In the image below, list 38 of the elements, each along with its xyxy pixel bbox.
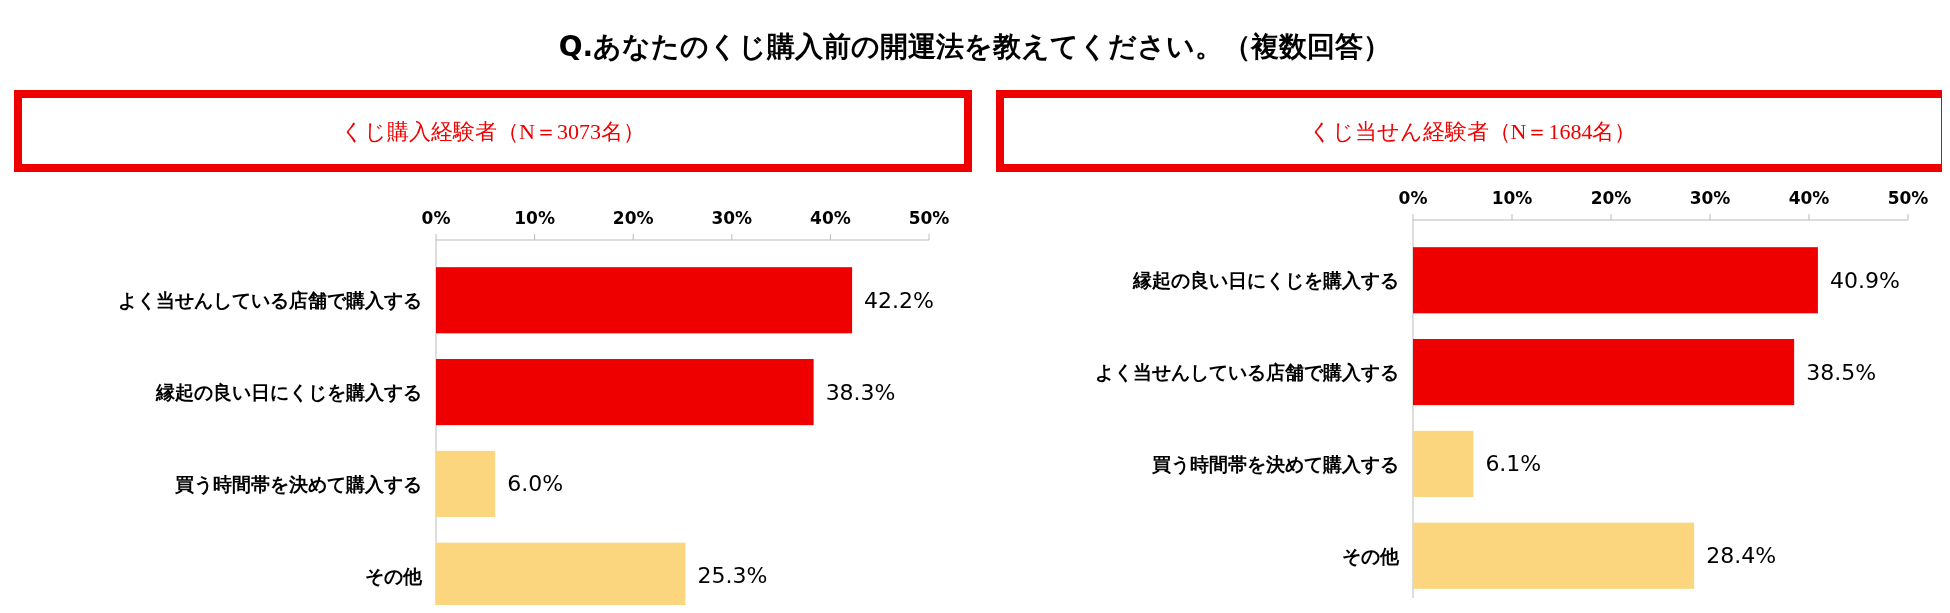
chart-subtitle: くじ購入経験者（N＝3073名） xyxy=(341,118,645,144)
bar xyxy=(436,267,853,334)
data-label: 42.2% xyxy=(864,287,934,313)
bar xyxy=(1413,339,1795,406)
x-tick-label: 50% xyxy=(908,208,950,228)
bar xyxy=(1413,522,1695,589)
chart-title: Q.あなたのくじ購入前の開運法を教えてください。（複数回答） xyxy=(558,30,1392,63)
y-tick-label: その他 xyxy=(1342,544,1400,567)
x-tick-label: 50% xyxy=(1887,188,1929,208)
x-tick-label: 10% xyxy=(1491,188,1533,208)
x-tick-label: 30% xyxy=(711,208,753,228)
x-tick-label: 20% xyxy=(612,208,654,228)
x-tick-label: 0% xyxy=(1398,188,1428,208)
x-tick-label: 30% xyxy=(1689,188,1731,208)
bar xyxy=(1413,247,1818,314)
bar xyxy=(1413,430,1474,497)
y-tick-label: 買う時間帯を決めて購入する xyxy=(1151,452,1399,476)
y-tick-label: その他 xyxy=(365,564,423,587)
x-tick-label: 0% xyxy=(421,208,451,228)
data-label: 38.3% xyxy=(825,379,896,405)
y-tick-label: よく当せんしている店舗で購入する xyxy=(1095,361,1399,384)
x-tick-label: 40% xyxy=(810,208,851,228)
data-label: 6.0% xyxy=(507,471,564,497)
data-label: 6.1% xyxy=(1485,451,1542,477)
y-tick-label: 買う時間帯を決めて購入する xyxy=(174,472,422,496)
y-tick-label: 縁起の良い日にくじを購入する xyxy=(1132,269,1399,292)
x-tick-label: 40% xyxy=(1788,188,1830,208)
data-label: 40.9% xyxy=(1829,267,1900,293)
x-tick-label: 20% xyxy=(1590,188,1632,208)
data-label: 38.5% xyxy=(1806,359,1877,385)
data-label: 25.3% xyxy=(697,563,768,589)
bar xyxy=(436,450,496,517)
y-tick-label: よく当せんしている店舗で購入する xyxy=(118,289,422,312)
data-label: 28.4% xyxy=(1706,543,1777,569)
chart-subtitle: くじ当せん経験者（N＝1684名） xyxy=(1308,118,1637,144)
y-tick-label: 縁起の良い日にくじを購入する xyxy=(155,381,422,404)
x-tick-label: 10% xyxy=(514,208,555,228)
bar xyxy=(436,359,814,426)
